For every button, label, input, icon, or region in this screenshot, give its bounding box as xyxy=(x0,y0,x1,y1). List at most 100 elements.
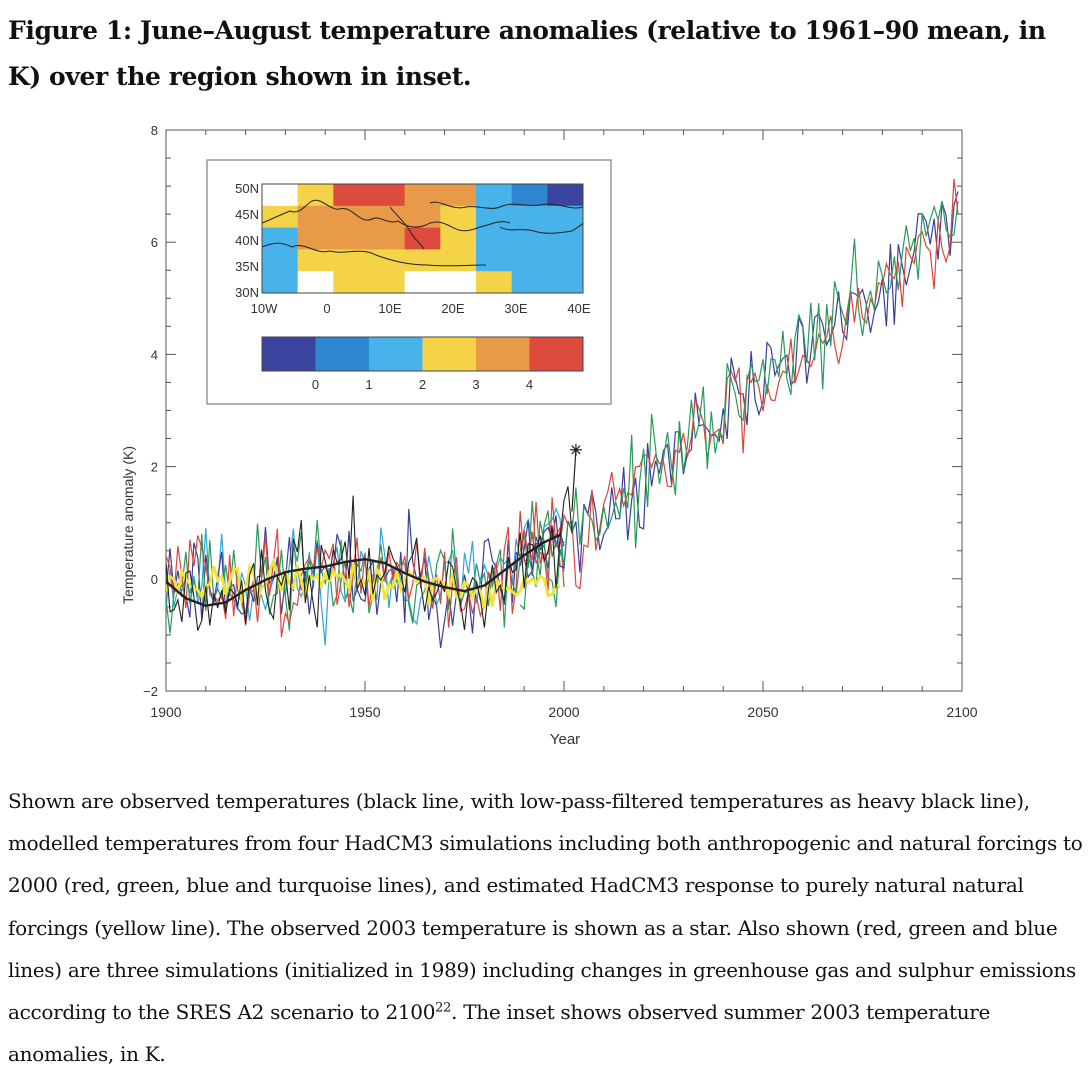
coastline xyxy=(261,242,487,267)
map-cell xyxy=(297,184,334,207)
map-cell xyxy=(440,184,477,207)
colorbar-label: 2 xyxy=(419,377,426,392)
coastline xyxy=(261,199,511,232)
map-cell xyxy=(547,271,584,294)
longitude-label: 0 xyxy=(323,301,330,316)
colorbar-label: 0 xyxy=(312,377,319,392)
map-cell xyxy=(262,271,299,294)
map-cell xyxy=(511,227,548,250)
blue-series-a2 xyxy=(519,191,959,576)
x-tick-label: 2000 xyxy=(548,704,579,720)
map-cell xyxy=(440,205,477,228)
map-cell xyxy=(333,205,370,228)
map-cell xyxy=(404,227,441,250)
map-cell xyxy=(511,271,548,294)
observed-2003-line xyxy=(571,449,577,512)
green-series-historical xyxy=(166,500,565,634)
caption-text-end: . The inset shows observed summer 2003 t… xyxy=(8,1000,991,1067)
series-layer xyxy=(166,178,959,648)
map-cell xyxy=(476,227,513,250)
y-axis-ticks: −2 0 2 4 6 8 xyxy=(143,123,962,699)
y-axis-label: Temperature anomaly (K) xyxy=(120,446,136,604)
longitude-label: 30E xyxy=(504,301,527,316)
map-cell xyxy=(440,227,477,250)
latitude-label: 30N xyxy=(235,285,259,300)
observed-2003-star xyxy=(569,443,582,456)
colorbar-segment xyxy=(262,337,316,371)
longitude-label: 20E xyxy=(441,301,464,316)
map-cell xyxy=(369,184,406,207)
colorbar-segment xyxy=(422,337,477,371)
longitude-label: 10E xyxy=(378,301,401,316)
green-series-a2 xyxy=(519,200,959,611)
map-cell xyxy=(333,227,370,250)
map-cell xyxy=(262,184,299,207)
map-cell xyxy=(547,184,584,207)
y-tick-label: 4 xyxy=(151,347,158,362)
map-cell xyxy=(404,205,441,228)
colorbar-segment xyxy=(529,337,584,371)
x-tick-label: 2100 xyxy=(946,704,977,720)
map-cell xyxy=(369,271,406,294)
map-cell xyxy=(297,227,334,250)
map-cell xyxy=(297,205,334,228)
map-cell xyxy=(369,205,406,228)
y-tick-label: −2 xyxy=(143,684,158,699)
map-cell xyxy=(333,249,370,272)
map-border xyxy=(261,183,584,294)
map-cell xyxy=(511,184,548,207)
map-cell xyxy=(333,271,370,294)
latitude-label: 50N xyxy=(235,181,259,196)
caption-text: Shown are observed temperatures (black l… xyxy=(8,789,1083,1025)
colorbar-segment xyxy=(369,337,423,371)
y-tick-label: 6 xyxy=(151,235,158,250)
caption-reference: 22 xyxy=(435,1000,452,1016)
map-cell xyxy=(547,227,584,250)
map-cell xyxy=(404,184,441,207)
coastline xyxy=(499,222,584,234)
map-cell xyxy=(511,249,548,272)
colorbar-label: 4 xyxy=(526,377,533,392)
red-series-historical xyxy=(166,510,565,638)
map-cell xyxy=(262,249,299,272)
map-cell xyxy=(404,271,441,294)
x-tick-label: 1900 xyxy=(150,704,181,720)
map-cell xyxy=(262,205,299,228)
map-cell xyxy=(440,271,477,294)
map-cell xyxy=(297,249,334,272)
map-cell xyxy=(440,249,477,272)
y-tick-label: 8 xyxy=(151,123,158,138)
longitude-label: 40E xyxy=(567,301,590,316)
map-cell xyxy=(476,184,513,207)
map-cell xyxy=(476,205,513,228)
longitude-label: 10W xyxy=(251,301,278,316)
x-tick-label: 1950 xyxy=(349,704,380,720)
y-tick-label: 0 xyxy=(151,572,158,587)
colorbar-label: 3 xyxy=(472,377,479,392)
natural-forcing-series xyxy=(166,557,561,610)
map-cell xyxy=(547,249,584,272)
y-tick-label: 2 xyxy=(151,460,158,475)
latitude-label: 40N xyxy=(235,233,259,248)
map-cell xyxy=(404,249,441,272)
colorbar-segment xyxy=(476,337,530,371)
map-cell xyxy=(297,271,334,294)
colorbar-segment xyxy=(315,337,370,371)
x-axis-ticks: 1900 1950 2000 2050 2100 xyxy=(150,130,978,720)
colorbar-label: 1 xyxy=(365,377,372,392)
x-axis-label: Year xyxy=(550,731,580,748)
observed-series xyxy=(166,486,573,631)
map-cell xyxy=(547,205,584,228)
latitude-label: 35N xyxy=(235,259,259,274)
map-cell xyxy=(333,184,370,207)
map-cell xyxy=(476,271,513,294)
coastline xyxy=(429,201,584,209)
coastline xyxy=(389,206,425,250)
colorbar-border xyxy=(261,336,584,372)
figure-title: Figure 1: June–August temperature anomal… xyxy=(8,16,1046,91)
map-cell xyxy=(369,227,406,250)
x-tick-label: 2050 xyxy=(747,704,778,720)
map-cell xyxy=(369,249,406,272)
